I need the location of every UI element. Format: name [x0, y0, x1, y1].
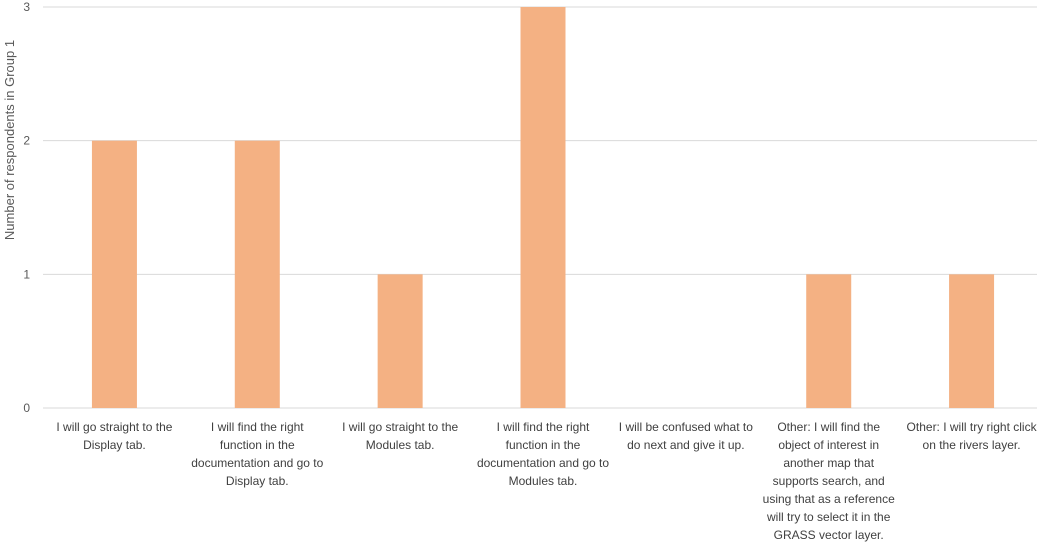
bar: [949, 274, 995, 408]
bar: [377, 274, 423, 408]
x-category-label: I will find the right function in the do…: [191, 420, 324, 488]
y-axis-title: Number of respondents in Group 1: [2, 40, 17, 240]
y-tick-label: 3: [23, 0, 30, 14]
bar: [806, 274, 852, 408]
x-category-label: Other: I will try right click on the riv…: [906, 420, 1037, 452]
y-tick-label: 2: [23, 134, 30, 148]
y-tick-label: 1: [23, 267, 30, 281]
bars: [91, 7, 995, 408]
bar: [520, 7, 566, 408]
x-category-label: I will go straight to the Display tab.: [56, 420, 173, 452]
bar: [91, 140, 137, 408]
x-category-label: I will go straight to the Modules tab.: [342, 420, 459, 452]
x-category-label: I will find the right function in the do…: [476, 420, 610, 488]
y-axis-ticks: 0 1 2 3: [23, 0, 30, 415]
bar: [234, 140, 280, 408]
x-category-label: Other: I will find the object of interes…: [762, 420, 895, 542]
x-category-label: I will be confused what to do next and g…: [618, 420, 753, 452]
y-tick-label: 0: [23, 401, 30, 415]
